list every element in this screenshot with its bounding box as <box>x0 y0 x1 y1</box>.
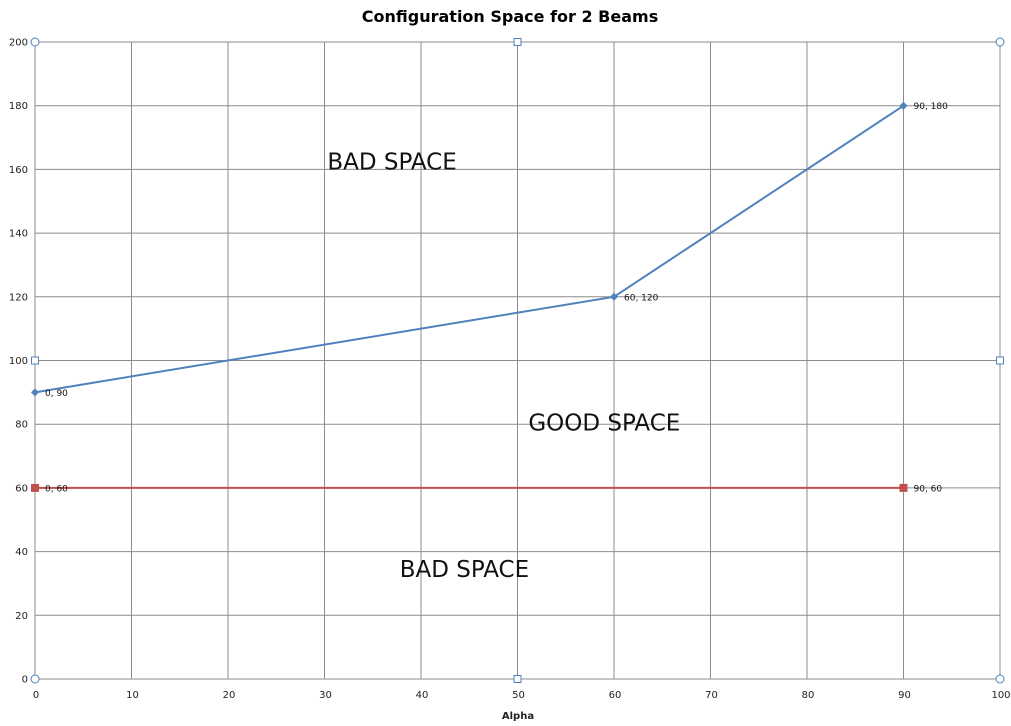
x-tick-label: 20 <box>223 690 236 701</box>
series-line[interactable] <box>34 104 905 394</box>
annotations: BAD SPACE GOOD SPACE BAD SPACE <box>327 149 680 583</box>
corner-resize-handle[interactable] <box>30 674 40 684</box>
y-tick-label: 40 <box>15 547 28 558</box>
data-point-marker[interactable] <box>899 483 908 492</box>
y-tick-label: 0 <box>22 675 28 686</box>
data-label: 0, 90 <box>45 389 68 399</box>
data-label: 90, 60 <box>914 484 943 494</box>
y-tick-label: 140 <box>9 229 28 240</box>
y-tick-label: 120 <box>9 292 28 303</box>
x-tick-label: 10 <box>126 690 139 701</box>
x-tick-label: 90 <box>898 690 911 701</box>
series-1: 0, 90 60, 120 90, 180 <box>31 101 949 399</box>
selection-handles <box>30 37 1005 684</box>
x-tick-label: 70 <box>705 690 718 701</box>
region-annotation: BAD SPACE <box>400 557 529 583</box>
chart-title: Configuration Space for 2 Beams <box>362 7 658 26</box>
data-label: 60, 120 <box>624 293 659 303</box>
data-label: 0, 60 <box>45 484 68 494</box>
side-resize-handle[interactable] <box>996 356 1004 365</box>
x-tick-label: 40 <box>416 690 429 701</box>
x-tick-label: 30 <box>319 690 332 701</box>
series-2: 0, 60 90, 60 <box>31 483 943 494</box>
side-resize-handle[interactable] <box>513 38 522 46</box>
y-tick-label: 20 <box>15 611 28 622</box>
corner-resize-handle[interactable] <box>995 674 1005 684</box>
data-point-marker[interactable] <box>31 388 39 397</box>
x-axis-label: Alpha <box>502 711 534 721</box>
axis-ticks: 0 10 20 30 40 50 60 70 80 90 100 0 20 40 60 80 100 120 140… <box>9 38 1011 702</box>
corner-resize-handle[interactable] <box>30 37 40 47</box>
side-resize-handle[interactable] <box>513 675 522 683</box>
y-tick-label: 80 <box>15 420 28 431</box>
x-tick-label: 50 <box>512 690 525 701</box>
x-tick-label: 80 <box>802 690 815 701</box>
y-tick-label: 60 <box>15 483 28 494</box>
x-tick-label: 60 <box>609 690 622 701</box>
y-tick-label: 200 <box>9 38 28 49</box>
y-tick-label: 100 <box>9 356 28 367</box>
corner-resize-handle[interactable] <box>995 37 1005 47</box>
side-resize-handle[interactable] <box>31 356 39 365</box>
y-tick-label: 160 <box>9 165 28 176</box>
series-layer: 0, 90 60, 120 90, 180 0, 60 90, 60 <box>31 101 949 494</box>
x-tick-label: 0 <box>33 690 39 701</box>
data-point-marker[interactable] <box>31 483 39 492</box>
y-tick-label: 180 <box>9 101 28 112</box>
x-tick-label: 100 <box>991 690 1010 701</box>
data-point-marker[interactable] <box>610 292 618 301</box>
data-label: 90, 180 <box>914 102 949 112</box>
region-annotation: GOOD SPACE <box>528 411 680 437</box>
region-annotation: BAD SPACE <box>327 149 456 175</box>
data-point-marker[interactable] <box>899 101 908 110</box>
